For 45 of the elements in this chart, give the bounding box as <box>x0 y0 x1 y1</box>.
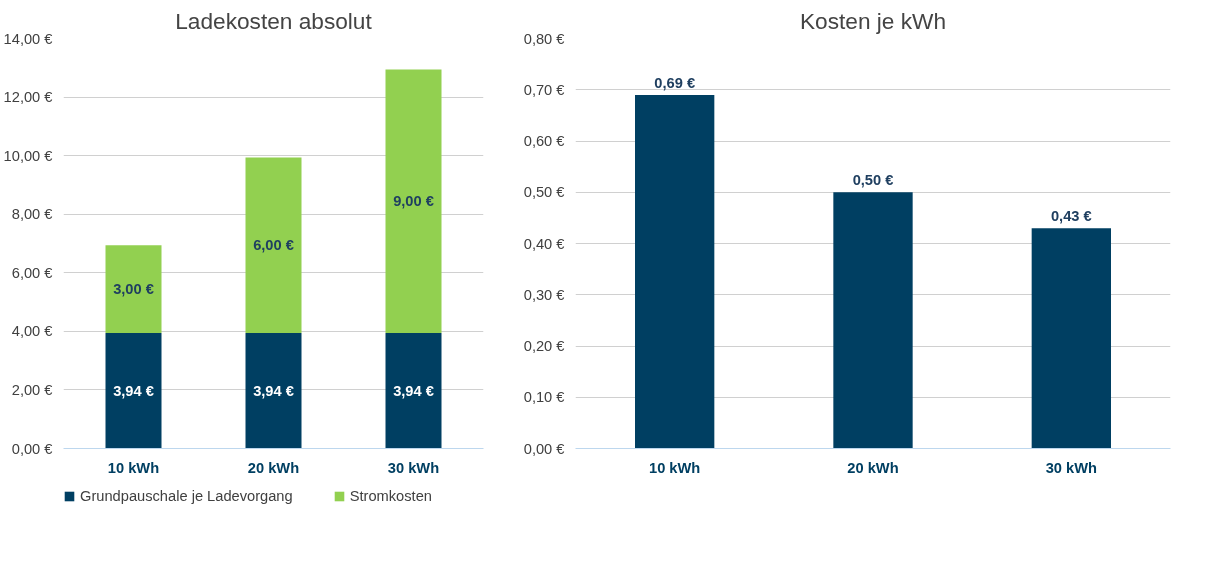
y-tick-label: 2,00 € <box>11 381 53 398</box>
bar <box>245 333 302 449</box>
chart-title: Ladekosten absolut <box>175 7 373 34</box>
y-tick-label: 0,70 € <box>523 81 565 98</box>
data-label: 3,94 € <box>393 382 434 399</box>
y-tick-label: 0,60 € <box>523 133 565 149</box>
legend-label: Stromkosten <box>349 488 432 504</box>
x-tick-label: 10 kWh <box>649 459 701 476</box>
x-tick-label: 30 kWh <box>387 459 440 476</box>
x-tick-label: 10 kWh <box>107 459 160 476</box>
y-tick-label: 8,00 € <box>11 206 53 223</box>
data-label: 3,94 € <box>113 382 154 399</box>
bar <box>385 69 442 334</box>
bar <box>635 94 715 449</box>
y-tick-label: 0,30 € <box>523 286 565 303</box>
data-label: 9,00 € <box>393 193 434 210</box>
data-label: 0,50 € <box>852 172 894 189</box>
y-tick-label: 0,20 € <box>523 338 565 354</box>
y-tick-label: 0,00 € <box>11 440 53 457</box>
bar <box>1031 228 1111 449</box>
y-tick-label: 0,80 € <box>523 30 565 47</box>
bar <box>833 192 913 449</box>
y-tick-label: 0,50 € <box>523 184 565 201</box>
y-tick-label: 6,00 € <box>11 264 53 281</box>
bar <box>245 157 302 334</box>
y-tick-label: 0,40 € <box>523 235 565 252</box>
y-tick-label: 14,00 € <box>3 30 53 47</box>
legend-label: Grundpauschale je Ladevorgang <box>80 488 293 504</box>
y-tick-label: 4,00 € <box>11 323 53 340</box>
x-tick-label: 30 kWh <box>1045 459 1098 476</box>
bar <box>385 333 442 449</box>
bar <box>105 333 162 449</box>
data-label: 0,43 € <box>1050 208 1092 225</box>
y-tick-label: 0,10 € <box>523 389 565 406</box>
data-label: 3,94 € <box>253 382 294 399</box>
data-label: 0,69 € <box>654 74 696 91</box>
chart-title: Kosten je kWh <box>799 7 947 34</box>
bar <box>105 245 162 334</box>
data-label: 6,00 € <box>253 237 294 254</box>
y-tick-label: 10,00 € <box>3 147 53 164</box>
y-tick-label: 0,00 € <box>523 440 565 457</box>
data-label: 3,00 € <box>113 281 154 298</box>
x-tick-label: 20 kWh <box>247 459 300 476</box>
y-tick-label: 12,00 € <box>3 89 53 106</box>
x-tick-label: 20 kWh <box>847 459 899 476</box>
